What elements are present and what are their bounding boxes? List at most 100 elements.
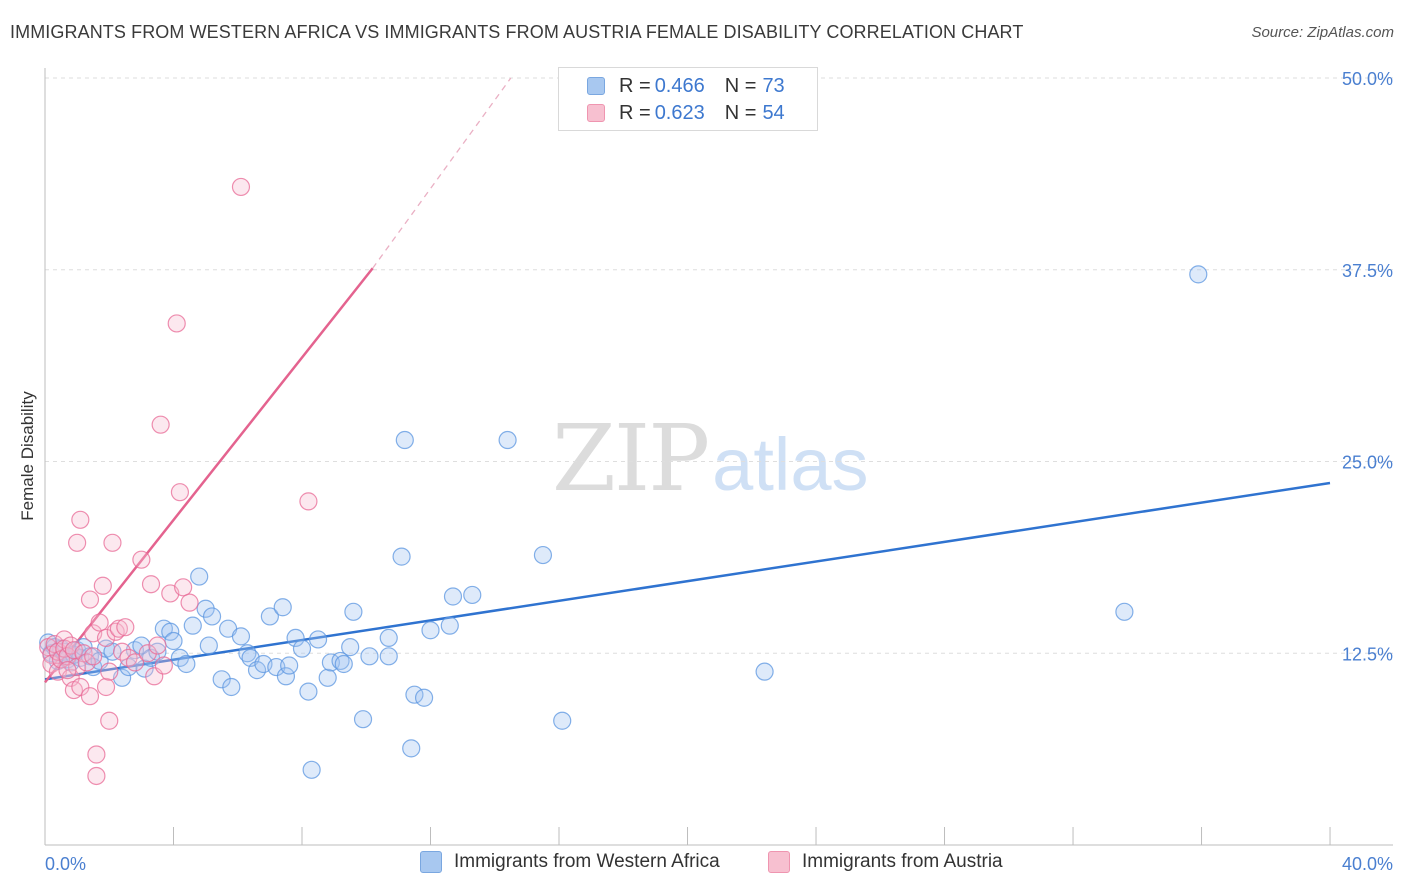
point-western-africa — [463, 585, 482, 605]
point-austria — [84, 647, 103, 666]
point-austria — [100, 662, 119, 681]
point-western-africa — [440, 616, 459, 635]
point-western-africa — [498, 430, 517, 450]
point-western-africa — [212, 670, 231, 689]
point-austria — [148, 636, 167, 655]
point-austria — [119, 648, 138, 667]
trend-austria-extension — [372, 77, 512, 269]
point-western-africa — [402, 739, 421, 758]
y-tick-label: 50.0% — [1342, 69, 1393, 89]
point-western-africa — [199, 636, 218, 655]
point-austria — [71, 677, 90, 697]
legend-r-label: R = — [619, 74, 651, 97]
point-western-africa — [379, 628, 398, 648]
point-austria — [154, 656, 173, 675]
legend-n-value: 73 — [762, 74, 785, 97]
point-austria — [138, 644, 157, 663]
point-austria — [116, 618, 135, 637]
watermark-atlas: atlas — [712, 423, 869, 506]
point-austria — [106, 622, 125, 641]
legend-n-value: 54 — [762, 101, 785, 124]
trend-austria — [44, 267, 374, 684]
correlation-legend: R = 0.466 N = 73 R = 0.623 N = 54 — [558, 67, 818, 131]
series-legend-western-africa[interactable]: Immigrants from Western Africa — [420, 851, 720, 873]
watermark: ZIPatlas — [552, 405, 868, 512]
point-austria — [299, 492, 318, 511]
point-austria — [174, 578, 193, 597]
point-western-africa — [341, 638, 360, 657]
point-western-africa — [395, 430, 414, 450]
legend-n-label: N = — [724, 74, 757, 97]
point-austria — [103, 533, 122, 552]
legend-row-western-africa: R = 0.466 N = 73 — [587, 73, 785, 99]
point-austria — [170, 483, 190, 502]
point-western-africa — [177, 654, 196, 674]
trend-western-africa — [44, 481, 1331, 681]
trend-lines — [44, 77, 1331, 684]
point-western-africa — [164, 631, 183, 651]
point-western-africa — [360, 647, 379, 666]
axis-labels: 12.5% 25.0% 37.5% 50.0% 0.0% 40.0% Female Disa… — [18, 69, 1393, 874]
point-western-africa — [308, 630, 328, 649]
point-western-africa — [260, 607, 279, 626]
point-western-africa — [302, 760, 321, 779]
point-western-africa — [276, 667, 296, 686]
series-legend-austria[interactable]: Immigrants from Austria — [768, 851, 1003, 873]
point-austria — [151, 415, 170, 434]
series-swatch-western-africa — [420, 851, 442, 873]
point-western-africa — [443, 587, 463, 606]
source-credit: Source: ZipAtlas.com — [1251, 24, 1394, 41]
point-austria — [231, 177, 251, 197]
point-western-africa — [344, 602, 363, 621]
point-western-africa — [331, 651, 350, 671]
y-tick-label: 25.0% — [1342, 453, 1393, 473]
point-austria — [96, 677, 116, 697]
legend-row-austria: R = 0.623 N = 54 — [587, 100, 785, 126]
legend-r-value: 0.466 — [654, 74, 705, 97]
point-austria — [68, 533, 87, 552]
point-austria — [90, 613, 109, 632]
point-austria — [180, 593, 199, 612]
point-western-africa — [392, 547, 411, 566]
point-western-africa — [286, 628, 305, 648]
point-western-africa — [353, 710, 373, 729]
point-western-africa — [183, 616, 202, 635]
point-western-africa — [273, 598, 292, 617]
point-austria — [87, 745, 106, 764]
point-western-africa — [231, 627, 251, 646]
point-western-africa — [318, 668, 337, 687]
point-western-africa — [379, 647, 398, 666]
watermark-zip: ZIP — [552, 405, 710, 512]
gridlines — [45, 77, 1393, 654]
y-tick-label: 12.5% — [1342, 644, 1393, 664]
point-austria — [167, 314, 186, 333]
point-western-africa — [119, 657, 138, 677]
legend-swatch-austria — [587, 104, 605, 122]
point-western-africa — [755, 662, 774, 681]
point-austria — [87, 766, 106, 786]
point-western-africa — [190, 567, 209, 586]
point-austria — [80, 687, 100, 706]
point-austria — [71, 510, 90, 529]
point-austria — [96, 628, 116, 648]
point-western-africa — [292, 639, 312, 658]
point-western-africa — [280, 656, 299, 675]
point-austria — [58, 661, 77, 680]
point-austria — [80, 590, 100, 609]
data-points — [39, 177, 1208, 786]
point-western-africa — [1189, 265, 1208, 284]
point-austria — [132, 550, 151, 569]
point-western-africa — [533, 545, 553, 565]
x-tick-label-min: 0.0% — [45, 854, 86, 874]
legend-r-value: 0.623 — [654, 101, 705, 124]
point-western-africa — [1115, 602, 1134, 621]
x-tick-label-max: 40.0% — [1342, 854, 1393, 874]
chart-title: IMMIGRANTS FROM WESTERN AFRICA VS IMMIGR… — [10, 22, 1024, 42]
point-western-africa — [421, 621, 440, 640]
legend-n-label: N = — [724, 101, 757, 124]
series-swatch-austria — [768, 851, 790, 873]
point-western-africa — [334, 654, 353, 674]
series-legend: Immigrants from Western Africa Immigrant… — [0, 851, 1406, 877]
point-western-africa — [414, 688, 434, 707]
